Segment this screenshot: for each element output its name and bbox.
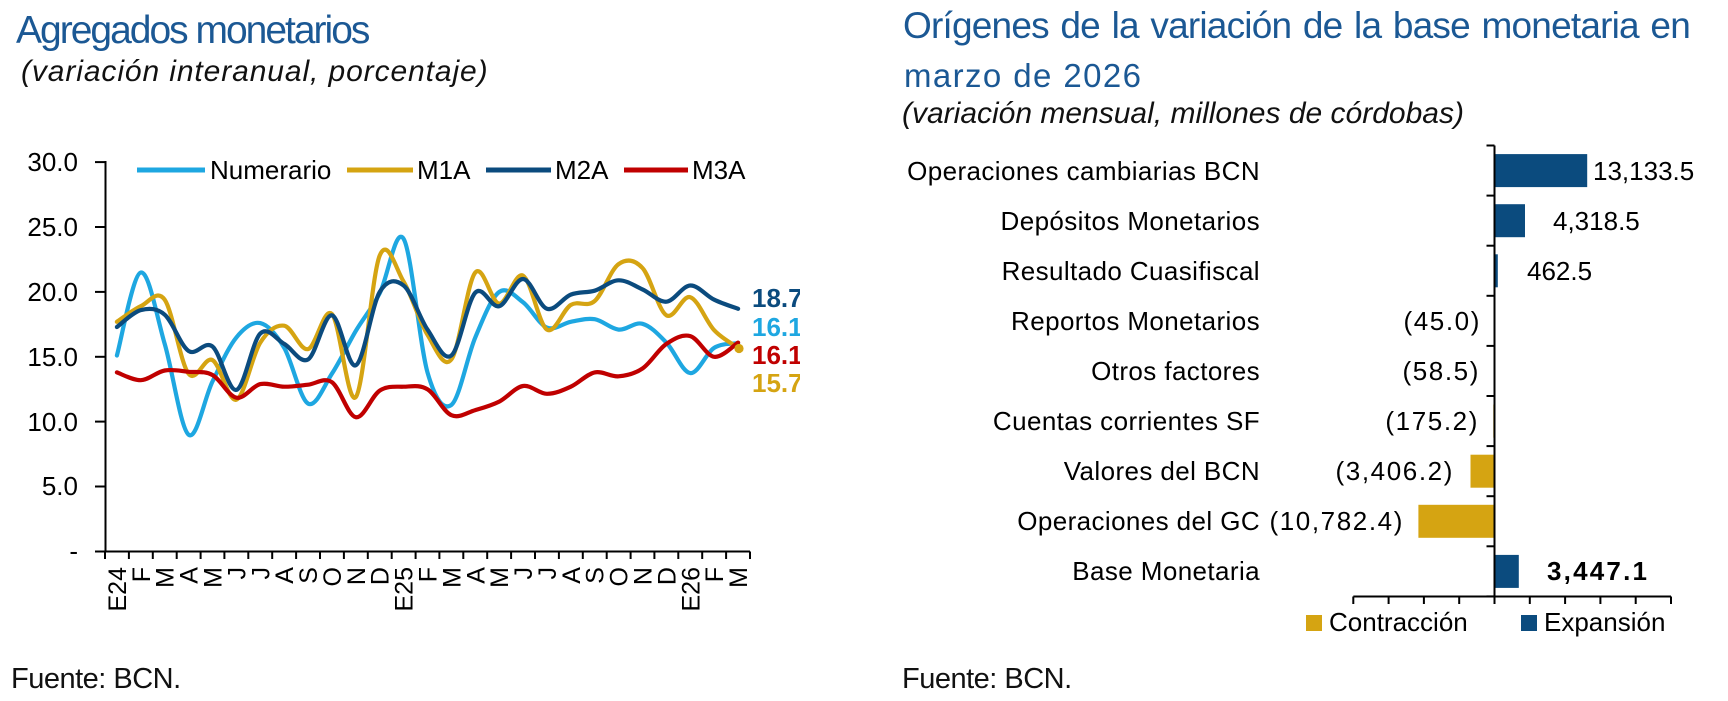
- svg-text:15.7: 15.7: [752, 368, 800, 398]
- svg-text:E24: E24: [104, 567, 132, 612]
- svg-text:Expansión: Expansión: [1544, 607, 1665, 637]
- svg-text:15.0: 15.0: [27, 342, 78, 372]
- svg-text:S: S: [582, 567, 610, 584]
- svg-text:A: A: [558, 567, 586, 584]
- svg-text:3,447.1: 3,447.1: [1547, 556, 1649, 586]
- svg-text:Operaciones cambiarias BCN: Operaciones cambiarias BCN: [907, 156, 1260, 186]
- svg-text:20.0: 20.0: [27, 277, 78, 307]
- svg-text:Valores del BCN: Valores del BCN: [1064, 456, 1260, 486]
- svg-text:13,133.5: 13,133.5: [1593, 156, 1694, 186]
- svg-text:D: D: [367, 567, 395, 585]
- svg-text:25.0: 25.0: [27, 212, 78, 242]
- svg-text:4,318.5: 4,318.5: [1553, 206, 1640, 236]
- svg-text:M: M: [200, 567, 228, 588]
- svg-text:A: A: [271, 567, 299, 584]
- svg-text:E25: E25: [391, 567, 419, 611]
- svg-text:Depósitos Monetarios: Depósitos Monetarios: [1001, 206, 1260, 236]
- svg-text:16.1: 16.1: [752, 312, 800, 342]
- svg-text:E26: E26: [677, 567, 705, 611]
- svg-text:J: J: [534, 567, 562, 580]
- svg-text:(175.2): (175.2): [1385, 406, 1479, 436]
- svg-text:Reportos Monetarios: Reportos Monetarios: [1011, 306, 1260, 336]
- svg-text:N: N: [343, 567, 371, 585]
- svg-text:A: A: [462, 567, 490, 584]
- svg-text:Otros factores: Otros factores: [1091, 356, 1260, 386]
- svg-text:Numerario: Numerario: [210, 155, 331, 185]
- svg-text:(58.5): (58.5): [1402, 356, 1480, 386]
- svg-text:Operaciones del GC: Operaciones del GC: [1017, 506, 1260, 536]
- svg-text:F: F: [701, 567, 729, 582]
- svg-text:30.0: 30.0: [27, 147, 78, 177]
- svg-text:(45.0): (45.0): [1403, 306, 1481, 336]
- svg-text:(10,782.4): (10,782.4): [1269, 506, 1404, 536]
- svg-text:462.5: 462.5: [1527, 256, 1592, 286]
- svg-text:10.0: 10.0: [27, 407, 78, 437]
- svg-text:M: M: [486, 567, 514, 588]
- svg-text:M: M: [152, 567, 180, 588]
- svg-text:Contracción: Contracción: [1329, 607, 1468, 637]
- svg-text:F: F: [128, 567, 156, 582]
- svg-text:O: O: [319, 567, 347, 586]
- svg-text:N: N: [630, 567, 658, 585]
- svg-text:J: J: [247, 567, 275, 580]
- svg-text:O: O: [606, 567, 634, 586]
- svg-text:S: S: [295, 567, 323, 584]
- svg-text:Cuentas corrientes SF: Cuentas corrientes SF: [993, 406, 1260, 436]
- svg-text:M: M: [725, 567, 753, 588]
- svg-text:-: -: [69, 536, 78, 566]
- svg-text:M: M: [438, 567, 466, 588]
- svg-text:16.1: 16.1: [752, 340, 800, 370]
- svg-text:18.7: 18.7: [752, 283, 800, 313]
- svg-text:M2A: M2A: [555, 155, 609, 185]
- svg-text:Resultado Cuasifiscal: Resultado Cuasifiscal: [1002, 256, 1260, 286]
- svg-text:M1A: M1A: [417, 155, 471, 185]
- svg-text:(3,406.2): (3,406.2): [1336, 456, 1454, 486]
- svg-text:5.0: 5.0: [42, 471, 78, 501]
- svg-text:M3A: M3A: [692, 155, 746, 185]
- svg-text:D: D: [653, 567, 681, 585]
- svg-text:F: F: [415, 567, 443, 582]
- svg-text:Base Monetaria: Base Monetaria: [1072, 556, 1260, 586]
- svg-text:J: J: [223, 567, 251, 580]
- svg-text:A: A: [176, 567, 204, 584]
- svg-text:J: J: [510, 567, 538, 580]
